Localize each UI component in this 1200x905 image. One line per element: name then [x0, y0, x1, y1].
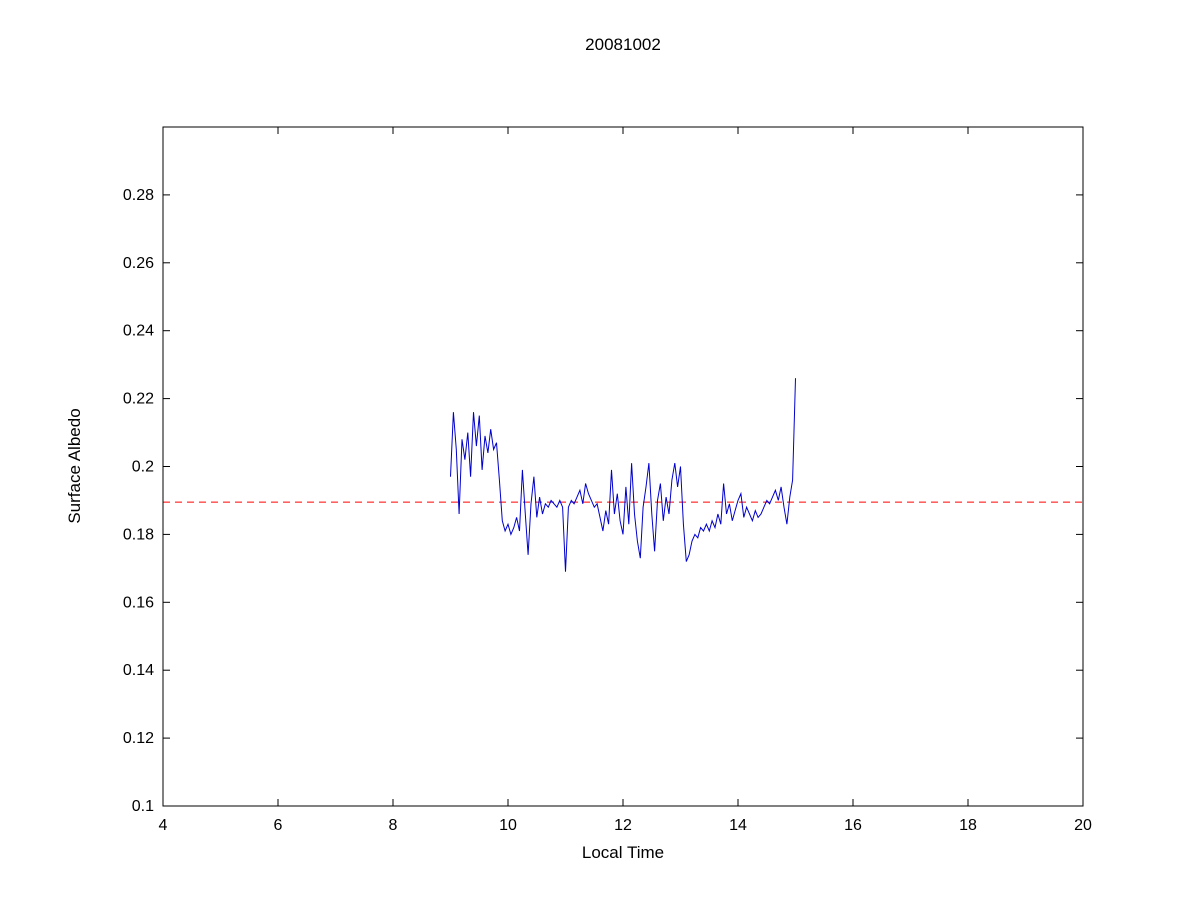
y-tick-label: 0.14: [123, 662, 154, 679]
y-tick-label: 0.16: [123, 594, 154, 611]
y-tick-label: 0.26: [123, 255, 154, 272]
y-tick-label: 0.1: [132, 798, 154, 815]
x-tick-label: 16: [844, 817, 862, 834]
y-tick-label: 0.28: [123, 187, 154, 204]
x-tick-label: 10: [499, 817, 517, 834]
x-tick-label: 4: [159, 817, 168, 834]
y-tick-label: 0.12: [123, 730, 154, 747]
y-tick-label: 0.18: [123, 526, 154, 543]
y-tick-label: 0.24: [123, 323, 154, 340]
x-axis-label: Local Time: [582, 843, 664, 862]
albedo-line: [450, 378, 796, 572]
y-tick-label: 0.22: [123, 391, 154, 408]
y-tick-label: 0.2: [132, 459, 154, 476]
x-tick-label: 20: [1074, 817, 1092, 834]
x-tick-label: 12: [614, 817, 632, 834]
plot-area-box: [162, 126, 1084, 807]
chart-title: 20081002: [585, 35, 661, 54]
x-tick-label: 14: [729, 817, 747, 834]
y-axis-label: Surface Albedo: [65, 408, 84, 523]
x-tick-label: 18: [959, 817, 977, 834]
plot-dynamic-layer: 4 6 8 10 12 14 16 18 20 0.1 0.12 0.14 0.16 0.18 0.2 0.2…: [123, 127, 1092, 834]
x-tick-label: 8: [389, 817, 398, 834]
x-tick-label: 6: [274, 817, 283, 834]
